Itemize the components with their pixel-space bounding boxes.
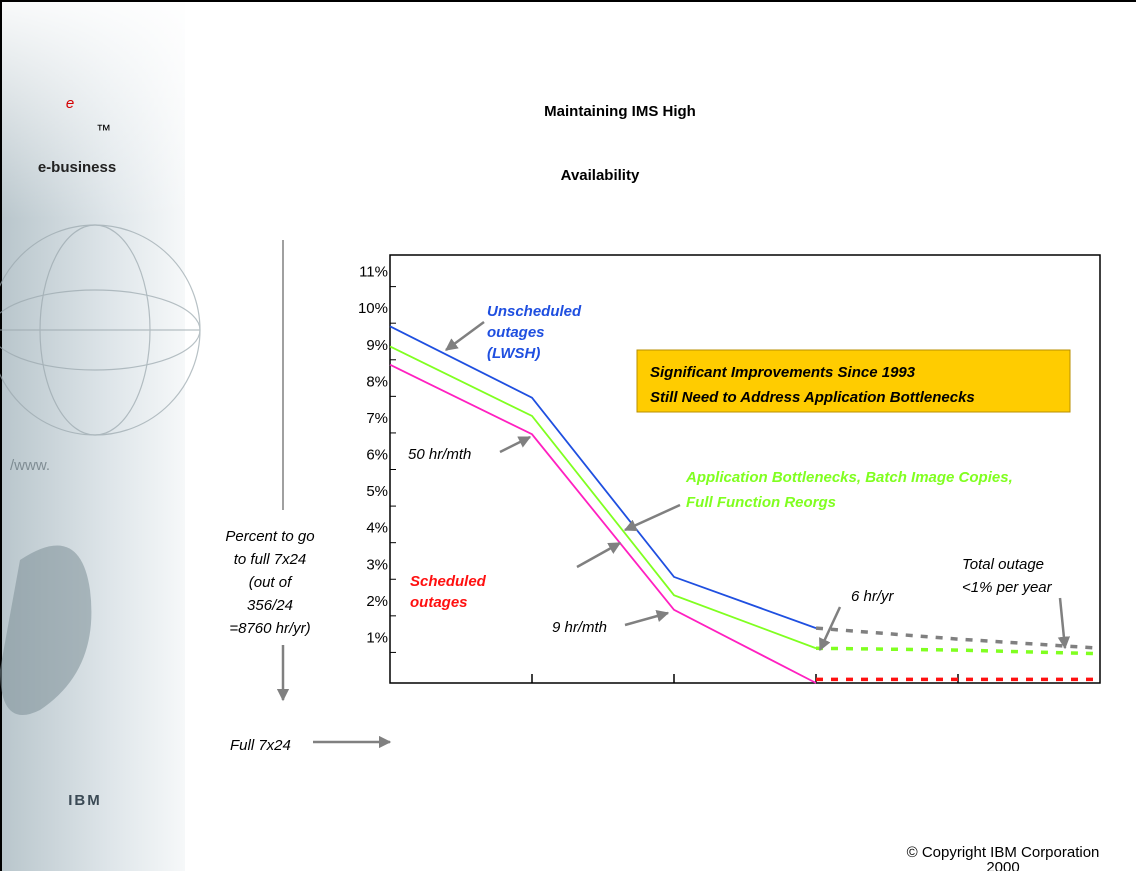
y-axis-label: =8760 hr/yr) (229, 620, 310, 637)
dashed-line (815, 626, 1101, 650)
highlight-box (636, 349, 1071, 413)
y-tick-label: 3% (366, 556, 388, 573)
total-outage: <1% per year (962, 579, 1053, 596)
application-label: Full Function Reorgs (686, 494, 836, 511)
scheduled-label: outages (410, 594, 468, 611)
callout: 50 hr/mth (408, 446, 471, 463)
line (389, 325, 817, 629)
y-tick-label: 1% (366, 629, 388, 646)
title: Availability (561, 167, 640, 184)
arrow (818, 606, 842, 652)
y-tick-label: 7% (366, 410, 388, 427)
y-tick-label: 9% (366, 337, 388, 354)
copyright: 2000 (986, 859, 1019, 871)
unscheduled-label: Unscheduled (487, 303, 582, 320)
y-tick-label: 4% (366, 520, 388, 537)
arrow (623, 503, 681, 532)
dashed-line (815, 646, 1101, 656)
highlight-text: Still Need to Address Application Bottle… (650, 389, 975, 406)
baseline-label: Full 7x24 (230, 737, 291, 754)
sidebar-fade (2, 2, 185, 871)
y-axis-label: to full 7x24 (234, 551, 307, 568)
y-axis-label: (out of (249, 574, 293, 591)
highlight-text: Significant Improvements Since 1993 (650, 364, 916, 381)
trademark: ™ (96, 122, 111, 139)
line (389, 363, 817, 684)
www-decor: /www. (10, 457, 50, 474)
callout: 6 hr/yr (851, 588, 895, 605)
y-axis-label: Percent to go (225, 528, 314, 545)
y-tick-label: 2% (366, 593, 388, 610)
unscheduled-label: outages (487, 324, 545, 341)
callout: 9 hr/mth (552, 619, 607, 636)
plot-frame (389, 254, 1101, 684)
brand: e-business (38, 159, 116, 176)
title: Maintaining IMS High (544, 103, 696, 120)
company-logo: IBM (68, 792, 102, 809)
arrow (1057, 597, 1071, 650)
logo: e (66, 95, 74, 112)
copyright: © Copyright IBM Corporation (907, 844, 1100, 861)
total-outage: Total outage (962, 556, 1044, 573)
sidebar: /www. e ™ e-business IBM (0, 2, 201, 871)
y-tick-label: 6% (366, 447, 388, 464)
arrow (499, 435, 532, 454)
arrow (444, 320, 485, 352)
unscheduled-label: (LWSH) (487, 345, 540, 362)
annotations: Significant Improvements Since 1993 Stil… (225, 240, 1071, 754)
application-label: Application Bottlenecks, Batch Image Cop… (685, 469, 1013, 486)
y-tick-label: 11% (359, 264, 388, 281)
mouse-decor (0, 545, 92, 715)
arrow (576, 541, 622, 569)
arrow (624, 610, 670, 627)
y-tick-label: 5% (366, 483, 388, 500)
y-axis-label: 356/24 (247, 597, 293, 614)
scheduled-label: Scheduled (410, 573, 487, 590)
globe (0, 224, 201, 436)
line (389, 345, 817, 650)
plot: 1% 2% 3% 4% 5% 6% 7% 8% 9% 10% 11% (358, 264, 1101, 684)
y-tick-label: 10% (358, 300, 388, 317)
y-tick-label: 8% (366, 373, 388, 390)
